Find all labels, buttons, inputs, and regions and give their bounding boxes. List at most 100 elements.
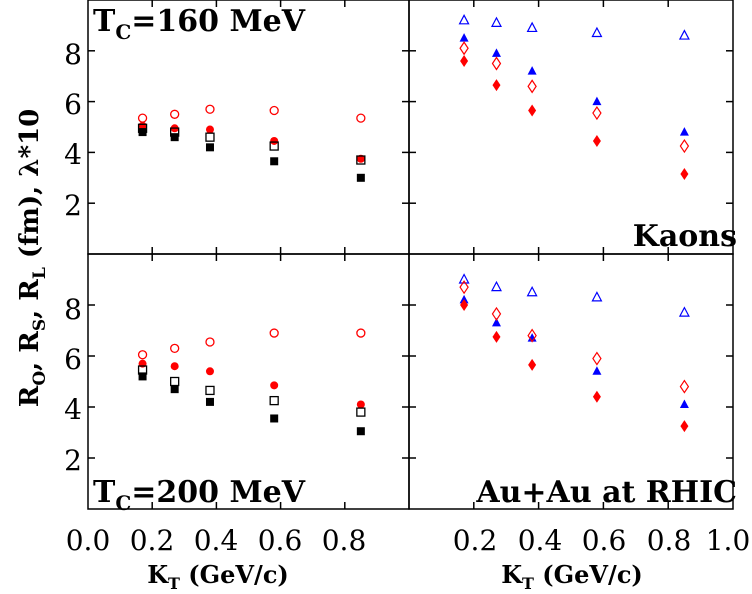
x-tick-label: 0.4 [518, 524, 563, 557]
data-point-open-circle [137, 113, 148, 123]
annotation-rest: =160 MeV [131, 4, 305, 39]
data-point-open-square [170, 376, 180, 387]
ylabel-part: L [30, 267, 50, 279]
data-point-open-diamond [592, 351, 602, 366]
data-marks [137, 14, 690, 436]
data-point-open-circle [269, 328, 279, 338]
data-point-open-square [205, 385, 215, 396]
data-point-filled-circle [205, 367, 214, 376]
panel-frame-bottom-right [408, 253, 734, 510]
data-point-filled-diamond [492, 79, 501, 92]
data-point-open-diamond [491, 306, 502, 322]
x-tick-label: 0.2 [453, 524, 498, 557]
ylabel-part: R [15, 385, 45, 407]
data-point-filled-square [205, 397, 214, 406]
data-point-filled-circle [205, 125, 214, 134]
data-point-filled-triangle [491, 317, 501, 327]
data-point-open-circle [356, 113, 366, 123]
y-tick-label: 4 [64, 138, 82, 171]
data-point-open-circle [170, 343, 180, 354]
y-tick-label: 6 [64, 88, 82, 121]
data-point-open-diamond [592, 105, 602, 121]
panel-annotation-auau: Au+Au at RHIC [475, 475, 737, 510]
data-point-open-diamond [679, 138, 690, 154]
xlabel-sub: T [522, 574, 534, 593]
data-point-filled-square [270, 414, 279, 423]
data-point-filled-triangle [459, 33, 469, 42]
data-point-filled-diamond [492, 330, 501, 343]
panel-annotation-kaons: Kaons [633, 219, 737, 254]
y-tick-label: 4 [64, 393, 82, 426]
data-point-filled-diamond [528, 104, 537, 117]
data-point-open-triangle [591, 26, 603, 38]
data-point-open-diamond [527, 79, 537, 94]
panel-annotation-tc160: TC=160 MeV [93, 4, 306, 44]
data-point-filled-square [138, 372, 147, 381]
data-point-filled-square [356, 427, 365, 436]
data-point-open-triangle [678, 29, 690, 40]
data-point-filled-square [170, 385, 179, 394]
annotation-main: T [93, 475, 116, 510]
xlabel-main: K [147, 560, 169, 589]
ylabel-part: (fm), λ*10 [15, 109, 45, 267]
data-point-filled-triangle [679, 127, 689, 136]
data-point-open-circle [137, 350, 148, 360]
data-point-open-circle [356, 328, 366, 338]
data-point-open-diamond [491, 56, 502, 71]
x-tick-label: 0.8 [322, 524, 367, 557]
y-tick-label: 8 [64, 38, 82, 71]
data-point-filled-triangle [679, 399, 689, 408]
data-point-filled-square [205, 143, 214, 152]
x-tick-label: 0.0 [66, 524, 111, 557]
data-point-filled-square [138, 128, 147, 137]
y-tick-label: 2 [64, 444, 82, 477]
data-point-filled-triangle [592, 96, 602, 106]
data-point-filled-square [270, 157, 279, 166]
data-point-open-triangle [490, 16, 502, 27]
data-point-open-square [269, 395, 279, 406]
data-point-filled-diamond [460, 299, 469, 311]
data-point-filled-triangle [527, 66, 537, 75]
data-point-filled-circle [356, 154, 365, 163]
data-point-open-triangle [458, 273, 470, 284]
x-tick-label: 0.6 [582, 524, 627, 557]
data-point-open-circle [205, 337, 215, 347]
data-point-open-triangle [526, 285, 538, 297]
x-tick-label: 0.8 [647, 524, 692, 557]
ylabel-part: , R [15, 331, 45, 371]
data-point-filled-square [170, 133, 179, 142]
annotation-rest: =200 MeV [131, 475, 305, 510]
data-point-filled-diamond [528, 358, 537, 371]
annotation-main: T [93, 4, 116, 39]
data-point-open-square [356, 407, 366, 417]
data-point-open-triangle [490, 280, 502, 292]
xlabel-sub: T [168, 574, 180, 593]
data-point-filled-circle [356, 400, 365, 409]
annotation-sub: C [115, 20, 131, 44]
annotation-sub: C [115, 491, 131, 515]
data-point-open-triangle [678, 306, 690, 317]
xlabel-main: K [501, 560, 523, 589]
x-axis-label-right: KT (GeV/c) [501, 560, 643, 593]
data-point-open-circle [205, 104, 215, 114]
data-point-filled-circle [270, 381, 279, 390]
y-tick-label: 8 [64, 293, 82, 326]
xlabel-rest: (GeV/c) [180, 560, 289, 589]
panel-frames [87, 0, 734, 510]
ylabel-part: , R [15, 279, 45, 319]
data-point-filled-circle [270, 136, 279, 145]
data-point-open-circle [170, 109, 180, 119]
panel-frame-bottom-left [87, 253, 410, 510]
panel-annotation-tc200: TC=200 MeV [93, 475, 306, 515]
ylabel-part: O [30, 371, 50, 386]
y-tick-label: 2 [64, 189, 82, 222]
data-point-filled-triangle [491, 48, 501, 57]
x-tick-label: 0.4 [194, 524, 239, 557]
data-point-open-diamond [527, 328, 537, 343]
x-tick-label: 0.2 [130, 524, 175, 557]
data-point-open-diamond [459, 41, 469, 56]
data-point-filled-diamond [592, 390, 601, 403]
data-point-open-diamond [459, 280, 469, 295]
xlabel-rest: (GeV/c) [534, 560, 643, 589]
